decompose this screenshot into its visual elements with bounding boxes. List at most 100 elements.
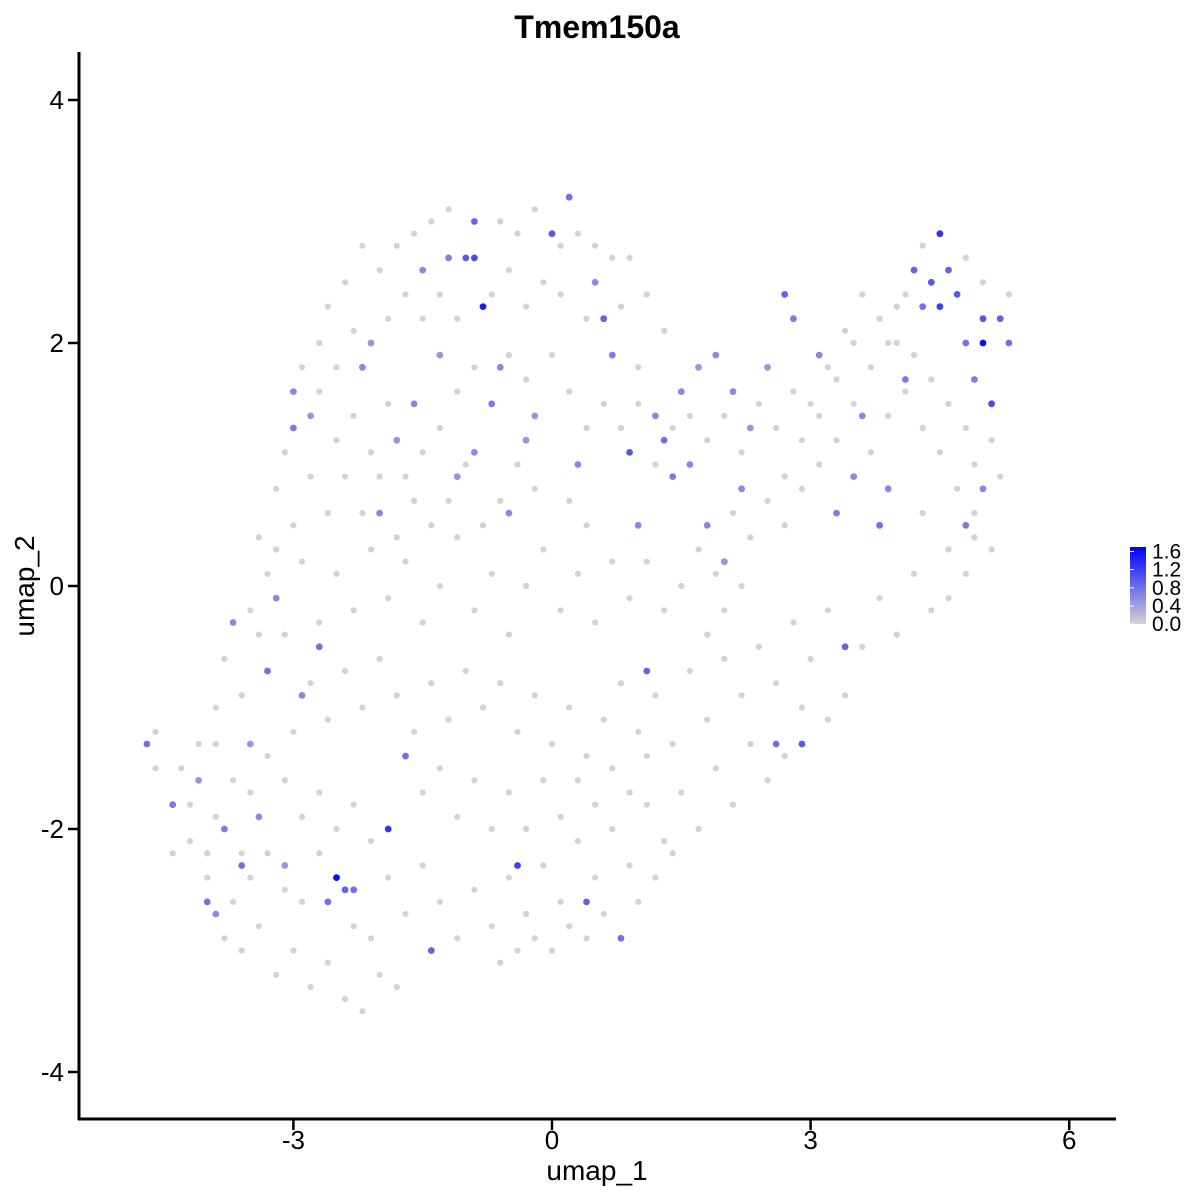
data-point [816, 412, 823, 419]
data-point [781, 522, 788, 529]
data-point [298, 364, 306, 371]
y-ticks: -4 -2 0 2 4 [41, 85, 78, 1087]
data-point [936, 303, 944, 310]
data-point [686, 412, 694, 419]
data-point [747, 534, 754, 541]
data-point [609, 765, 616, 772]
data-point [712, 765, 719, 772]
colorbar-tick-label: 0.4 [1152, 595, 1182, 618]
data-point [497, 680, 504, 687]
data-point [600, 716, 607, 723]
data-point [695, 825, 702, 833]
data-point [876, 595, 883, 602]
data-point [548, 352, 556, 359]
data-point [384, 825, 392, 833]
data-point [540, 279, 547, 286]
data-point [350, 886, 358, 894]
data-point [661, 838, 668, 845]
data-point [272, 594, 280, 602]
data-point [574, 838, 582, 845]
data-point [592, 242, 599, 249]
data-point [531, 935, 538, 942]
data-point [255, 813, 263, 821]
data-point [661, 327, 668, 334]
data-point [902, 388, 909, 395]
data-point [557, 898, 564, 906]
x-ticks: -3 0 3 6 [282, 1120, 1076, 1155]
data-point [798, 704, 806, 711]
data-point [755, 643, 763, 650]
data-point [721, 655, 728, 663]
data-point [281, 631, 288, 638]
data-point [523, 910, 530, 918]
data-point [479, 704, 487, 711]
data-point [419, 449, 426, 456]
data-point [342, 667, 349, 675]
data-point [790, 315, 797, 323]
data-point [669, 473, 677, 480]
data-point [410, 400, 418, 408]
data-point [669, 740, 676, 748]
data-point [290, 424, 297, 432]
data-point [824, 607, 831, 614]
data-point [574, 777, 582, 784]
data-point [445, 254, 452, 262]
data-point [781, 473, 788, 480]
data-point [204, 850, 211, 857]
data-point [962, 424, 969, 432]
data-point [669, 424, 676, 432]
data-point [790, 619, 797, 626]
data-point [212, 813, 219, 821]
data-point [979, 279, 987, 286]
data-point [979, 339, 987, 347]
data-point [350, 801, 357, 808]
data-point [342, 996, 349, 1003]
data-point [255, 631, 262, 638]
data-point [548, 947, 556, 954]
data-point [273, 546, 280, 553]
data-point [617, 934, 625, 942]
data-point [592, 619, 599, 626]
data-point [945, 546, 952, 553]
data-point [393, 983, 400, 991]
data-point [574, 230, 582, 237]
data-point [246, 740, 254, 748]
x-tick-label: 6 [1062, 1125, 1076, 1155]
data-point [867, 449, 875, 456]
data-point [540, 777, 547, 784]
x-tick-label: -3 [282, 1125, 305, 1155]
data-point [523, 582, 530, 590]
data-point [238, 692, 245, 699]
data-point [212, 910, 220, 918]
data-point [436, 291, 443, 298]
data-point [505, 509, 513, 517]
data-point [436, 898, 443, 906]
data-point [307, 473, 314, 480]
data-point [247, 874, 254, 881]
data-point [919, 303, 927, 310]
colorbar-tick-label: 1.6 [1152, 541, 1181, 564]
data-point [738, 692, 745, 699]
data-point [566, 497, 573, 504]
data-point [238, 850, 245, 857]
data-point [315, 643, 323, 651]
data-point [635, 898, 642, 906]
data-point [583, 424, 590, 432]
data-point [643, 291, 650, 298]
data-point [1005, 339, 1013, 347]
data-point [402, 473, 409, 480]
data-point [230, 777, 237, 784]
data-point [583, 315, 590, 322]
data-point [497, 959, 504, 966]
data-point [764, 363, 771, 371]
data-point [505, 789, 512, 796]
data-point [617, 424, 625, 432]
data-point [428, 218, 435, 225]
data-point [376, 509, 383, 517]
data-point [445, 206, 452, 213]
data-point [936, 449, 944, 456]
data-point [859, 291, 866, 298]
data-point [859, 643, 866, 650]
data-point [324, 716, 331, 723]
data-point [807, 655, 814, 663]
